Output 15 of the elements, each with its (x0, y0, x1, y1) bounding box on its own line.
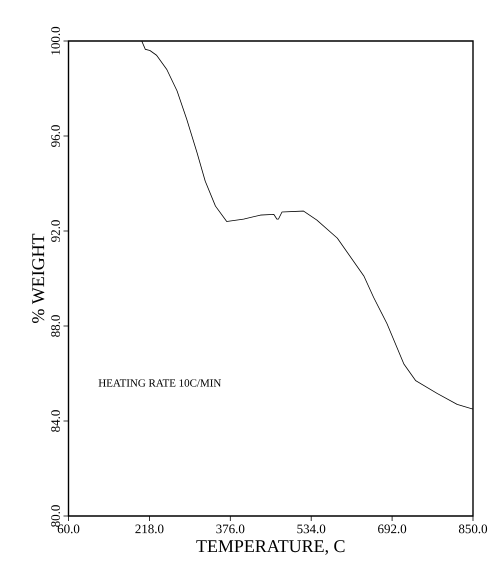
x-tick-label: 850.0 (458, 524, 488, 534)
x-tick-label: 218.0 (135, 524, 164, 534)
y-tick-label: 96.0 (51, 125, 60, 147)
x-axis-title: TEMPERATURE, C (196, 540, 344, 555)
y-tick-label: 80.0 (51, 505, 60, 527)
annotation: HEATING RATE 10C/MIN (98, 379, 222, 387)
x-tick-label: 60.0 (58, 524, 80, 534)
x-tick-label: 692.0 (378, 524, 406, 534)
y-tick-label: 88.0 (51, 315, 60, 337)
y-tick-label: 92.0 (51, 220, 60, 242)
y-tick-label: 100.0 (51, 26, 60, 54)
y-tick-label: 84.0 (51, 410, 60, 432)
x-tick-label: 376.0 (216, 524, 244, 534)
x-tick-label: 534.0 (297, 524, 326, 534)
y-axis-title: % WEIGHT (32, 234, 44, 323)
